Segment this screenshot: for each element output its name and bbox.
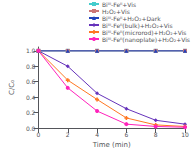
svg-text:4: 4 <box>95 131 99 138</box>
svg-text:0.4: 0.4 <box>26 94 36 101</box>
svg-text:0.2: 0.2 <box>26 109 36 116</box>
svg-text:2: 2 <box>66 131 70 138</box>
svg-text:Biᴵᴵᴵ-Feᴵᴵ(nanoplate)+H₂O₂+Vis: Biᴵᴵᴵ-Feᴵᴵ(nanoplate)+H₂O₂+Vis <box>102 36 190 44</box>
svg-text:0.8: 0.8 <box>26 63 36 70</box>
svg-text:6: 6 <box>124 131 128 138</box>
svg-text:Biᴵᴵᴵ-Feᴵᴵ(bulk)+H₂O₂+Vis: Biᴵᴵᴵ-Feᴵᴵ(bulk)+H₂O₂+Vis <box>102 22 173 29</box>
svg-text:H₂O₂+Vis: H₂O₂+Vis <box>102 8 130 15</box>
svg-text:Biᴵᴵᴵ-Feᴵᴵ(microrod)+H₂O₂+Vis: Biᴵᴵᴵ-Feᴵᴵ(microrod)+H₂O₂+Vis <box>102 29 187 36</box>
svg-text:0.6: 0.6 <box>26 78 36 85</box>
svg-text:10: 10 <box>181 131 189 138</box>
svg-text:0: 0 <box>37 131 41 138</box>
svg-text:0.0: 0.0 <box>26 125 36 132</box>
svg-text:Biᴵᴵᴵ-Feᴵᴵ+Vis: Biᴵᴵᴵ-Feᴵᴵ+Vis <box>102 1 136 8</box>
svg-text:C/C₀: C/C₀ <box>8 80 16 95</box>
svg-text:8: 8 <box>154 131 158 138</box>
svg-text:Biᴵᴵᴵ-Feᴵᴵ+H₂O₂+Dark: Biᴵᴵᴵ-Feᴵᴵ+H₂O₂+Dark <box>102 15 161 22</box>
svg-text:Time (min): Time (min) <box>92 141 131 149</box>
svg-text:1.0: 1.0 <box>26 47 36 54</box>
